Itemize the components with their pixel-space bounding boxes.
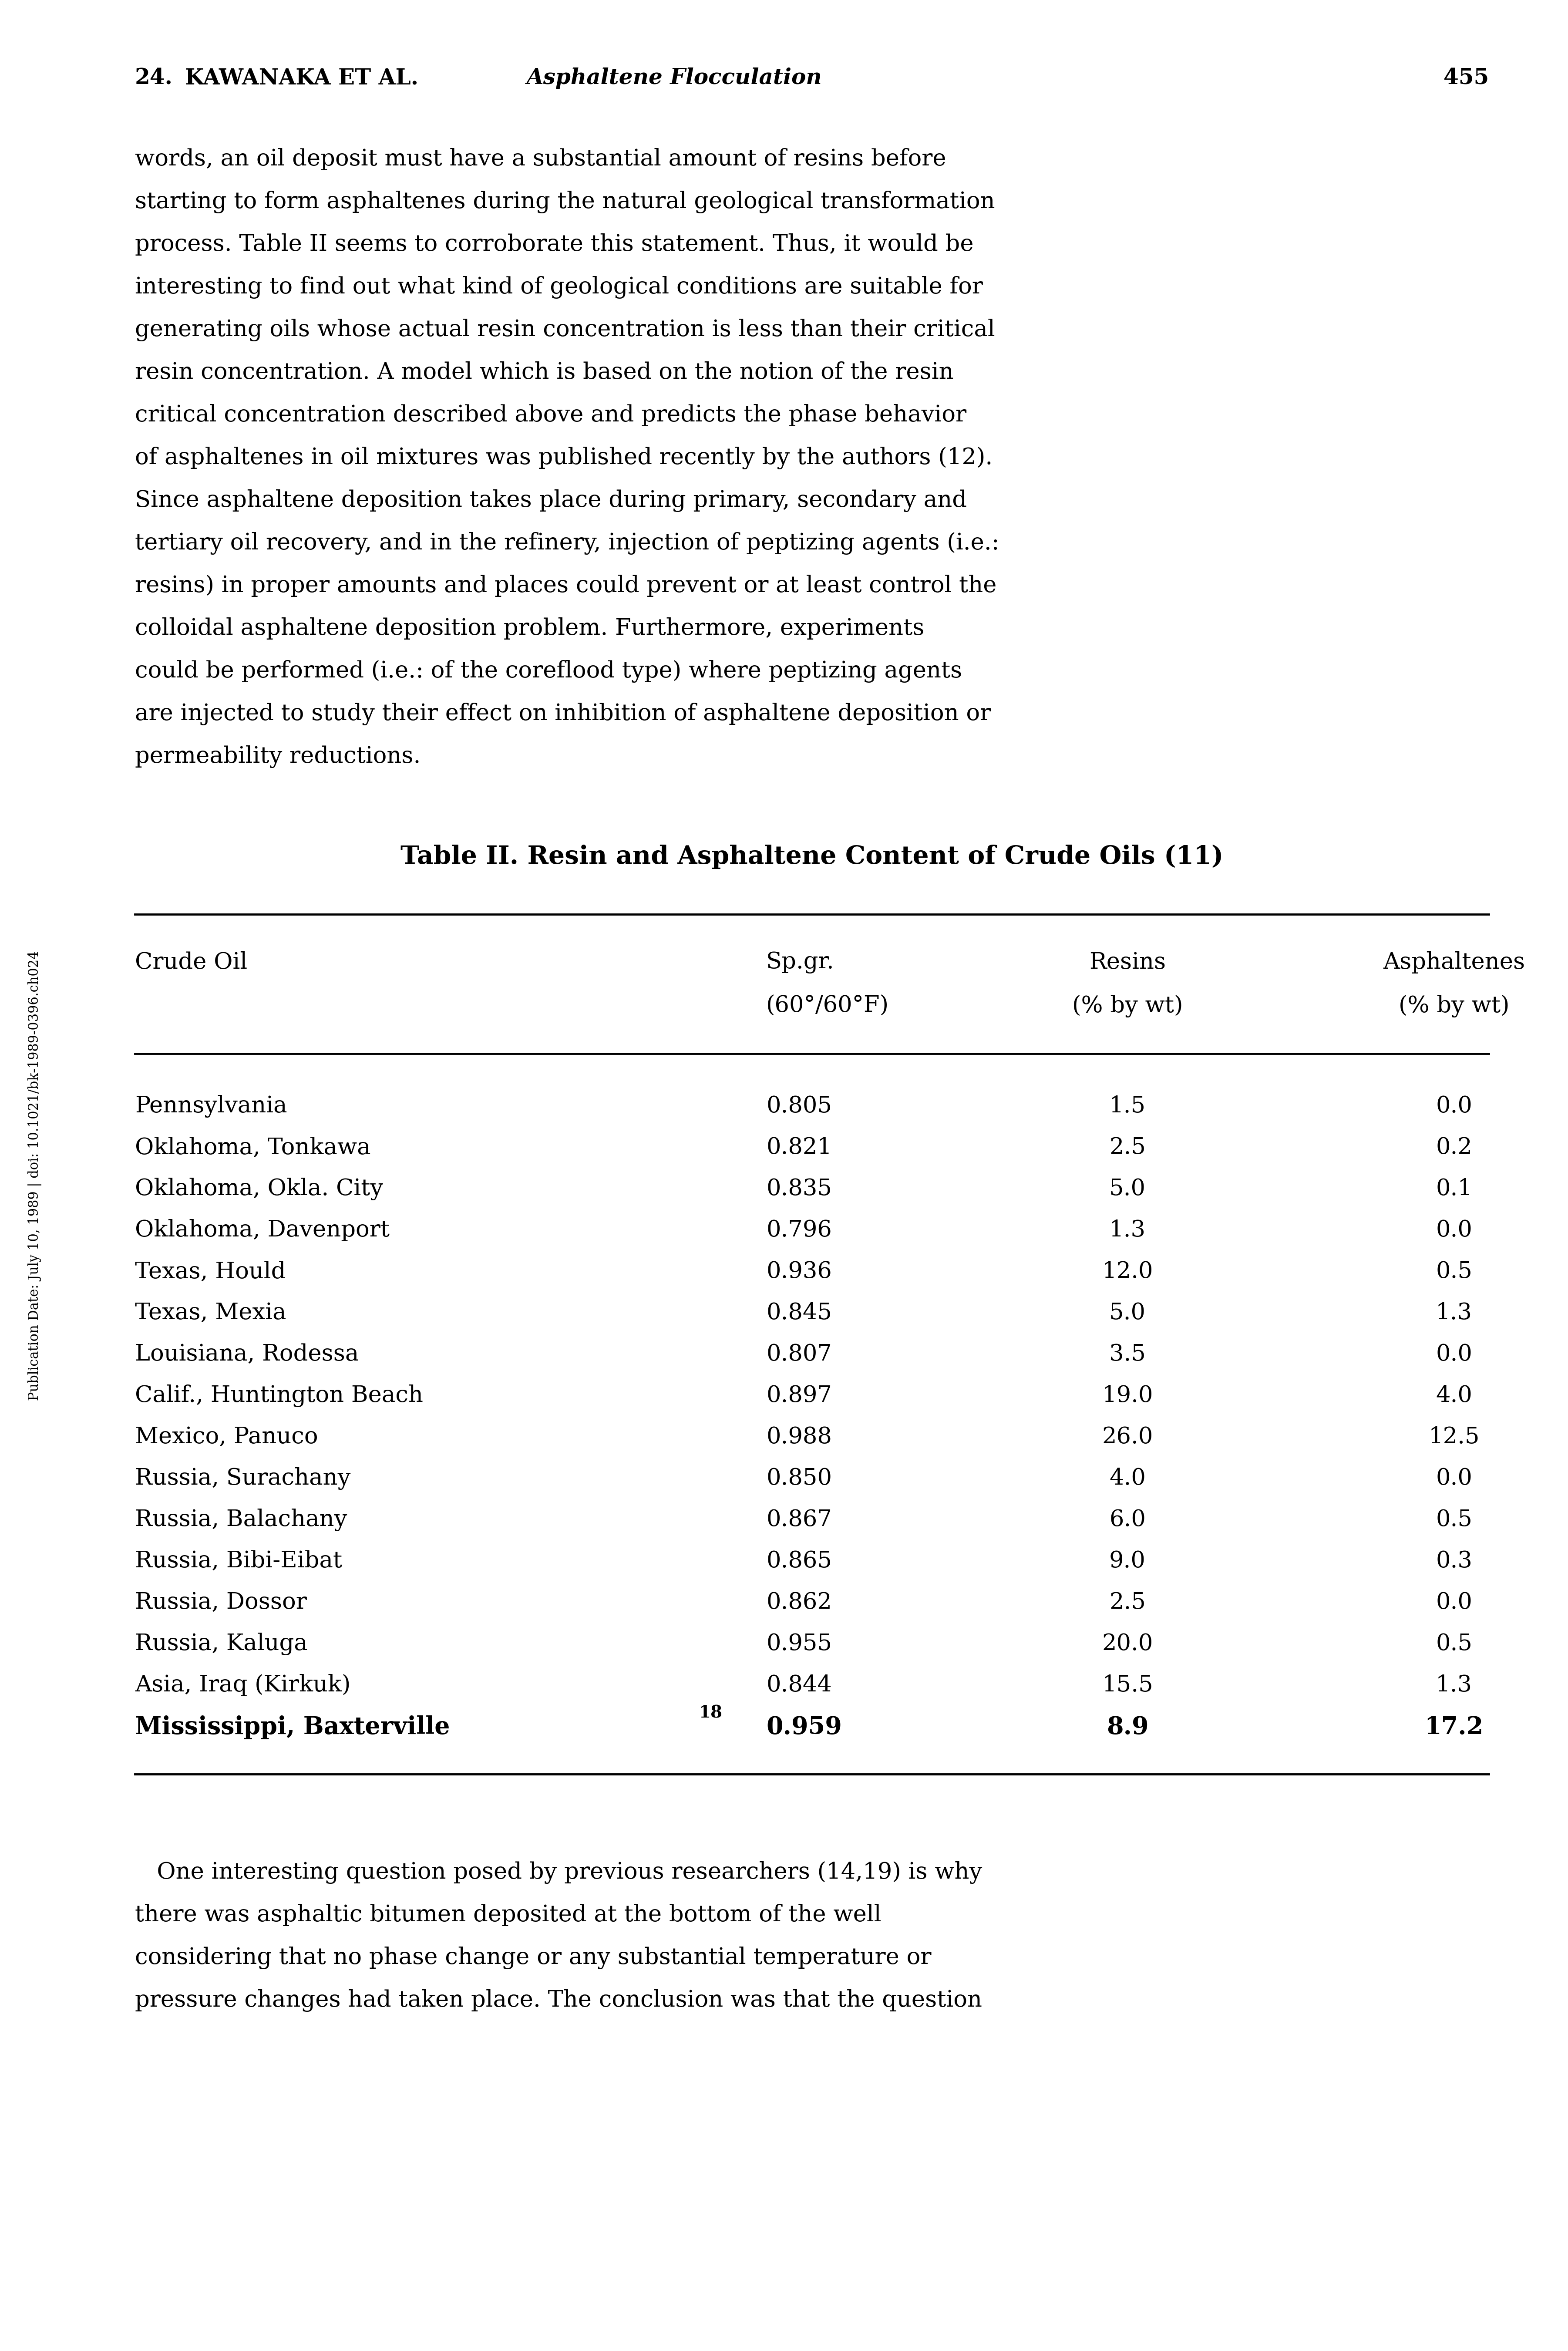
Text: Asphaltene Flocculation: Asphaltene Flocculation xyxy=(527,68,822,89)
Text: 5.0: 5.0 xyxy=(1109,1302,1146,1324)
Text: (% by wt): (% by wt) xyxy=(1399,994,1510,1018)
Text: 0.0: 0.0 xyxy=(1436,1220,1472,1241)
Text: 0.936: 0.936 xyxy=(767,1260,833,1284)
Text: 0.0: 0.0 xyxy=(1436,1342,1472,1366)
Text: Oklahoma, Davenport: Oklahoma, Davenport xyxy=(135,1220,389,1241)
Text: 0.862: 0.862 xyxy=(767,1592,833,1613)
Text: permeability reductions.: permeability reductions. xyxy=(135,745,420,769)
Text: 0.897: 0.897 xyxy=(767,1385,833,1406)
Text: 0.850: 0.850 xyxy=(767,1467,833,1491)
Text: (% by wt): (% by wt) xyxy=(1073,994,1182,1018)
Text: 0.845: 0.845 xyxy=(767,1302,833,1324)
Text: 0.5: 0.5 xyxy=(1436,1260,1472,1284)
Text: 455: 455 xyxy=(1444,68,1488,89)
Text: 15.5: 15.5 xyxy=(1102,1674,1152,1695)
Text: are injected to study their effect on inhibition of asphaltene deposition or: are injected to study their effect on in… xyxy=(135,703,991,726)
Text: KAWANAKA ET AL.: KAWANAKA ET AL. xyxy=(185,68,419,89)
Text: critical concentration described above and predicts the phase behavior: critical concentration described above a… xyxy=(135,404,966,426)
Text: could be performed (i.e.: of the coreflood type) where peptizing agents: could be performed (i.e.: of the coreflo… xyxy=(135,661,963,682)
Text: 20.0: 20.0 xyxy=(1102,1632,1152,1655)
Text: generating oils whose actual resin concentration is less than their critical: generating oils whose actual resin conce… xyxy=(135,320,996,341)
Text: Since asphaltene deposition takes place during primary, secondary and: Since asphaltene deposition takes place … xyxy=(135,489,967,513)
Text: Publication Date: July 10, 1989 | doi: 10.1021/bk-1989-0396.ch024: Publication Date: July 10, 1989 | doi: 1… xyxy=(28,950,42,1401)
Text: Crude Oil: Crude Oil xyxy=(135,952,248,973)
Text: 12.0: 12.0 xyxy=(1102,1260,1152,1284)
Text: 0.805: 0.805 xyxy=(767,1096,833,1117)
Text: 1.3: 1.3 xyxy=(1436,1674,1472,1695)
Text: Calif., Huntington Beach: Calif., Huntington Beach xyxy=(135,1385,423,1408)
Text: Russia, Bibi-Eibat: Russia, Bibi-Eibat xyxy=(135,1549,342,1573)
Text: 12.5: 12.5 xyxy=(1428,1425,1480,1448)
Text: 9.0: 9.0 xyxy=(1109,1549,1146,1573)
Text: 0.835: 0.835 xyxy=(767,1178,833,1199)
Text: Pennsylvania: Pennsylvania xyxy=(135,1096,287,1117)
Text: 17.2: 17.2 xyxy=(1424,1716,1483,1740)
Text: Russia, Kaluga: Russia, Kaluga xyxy=(135,1632,307,1655)
Text: 1.5: 1.5 xyxy=(1109,1096,1146,1117)
Text: Sp.gr.: Sp.gr. xyxy=(767,952,834,973)
Text: 2.5: 2.5 xyxy=(1109,1136,1146,1159)
Text: pressure changes had taken place. The conclusion was that the question: pressure changes had taken place. The co… xyxy=(135,1989,982,2012)
Text: 26.0: 26.0 xyxy=(1102,1425,1152,1448)
Text: Russia, Balachany: Russia, Balachany xyxy=(135,1509,347,1531)
Text: there was asphaltic bitumen deposited at the bottom of the well: there was asphaltic bitumen deposited at… xyxy=(135,1904,881,1925)
Text: 0.0: 0.0 xyxy=(1436,1096,1472,1117)
Text: Russia, Dossor: Russia, Dossor xyxy=(135,1592,307,1613)
Text: Oklahoma, Okla. City: Oklahoma, Okla. City xyxy=(135,1178,383,1201)
Text: 0.955: 0.955 xyxy=(767,1632,833,1655)
Text: Table II. Resin and Asphaltene Content of Crude Oils (11): Table II. Resin and Asphaltene Content o… xyxy=(400,844,1223,870)
Text: 6.0: 6.0 xyxy=(1109,1509,1146,1531)
Text: resin concentration. A model which is based on the notion of the resin: resin concentration. A model which is ba… xyxy=(135,362,953,383)
Text: 0.865: 0.865 xyxy=(767,1549,833,1573)
Text: 0.1: 0.1 xyxy=(1436,1178,1472,1199)
Text: 8.9: 8.9 xyxy=(1107,1716,1148,1740)
Text: Russia, Surachany: Russia, Surachany xyxy=(135,1467,351,1491)
Text: tertiary oil recovery, and in the refinery, injection of peptizing agents (i.e.:: tertiary oil recovery, and in the refine… xyxy=(135,531,999,555)
Text: considering that no phase change or any substantial temperature or: considering that no phase change or any … xyxy=(135,1947,931,1970)
Text: 5.0: 5.0 xyxy=(1109,1178,1146,1199)
Text: Asia, Iraq (Kirkuk): Asia, Iraq (Kirkuk) xyxy=(135,1674,351,1695)
Text: 4.0: 4.0 xyxy=(1436,1385,1472,1406)
Text: 0.807: 0.807 xyxy=(767,1342,833,1366)
Text: 2.5: 2.5 xyxy=(1109,1592,1146,1613)
Text: Texas, Mexia: Texas, Mexia xyxy=(135,1302,287,1324)
Text: interesting to find out what kind of geological conditions are suitable for: interesting to find out what kind of geo… xyxy=(135,275,983,299)
Text: Asphaltenes: Asphaltenes xyxy=(1383,952,1526,973)
Text: Oklahoma, Tonkawa: Oklahoma, Tonkawa xyxy=(135,1136,370,1159)
Text: 0.0: 0.0 xyxy=(1436,1592,1472,1613)
Text: words, an oil deposit must have a substantial amount of resins before: words, an oil deposit must have a substa… xyxy=(135,148,946,169)
Text: Texas, Hould: Texas, Hould xyxy=(135,1260,285,1284)
Text: 1.3: 1.3 xyxy=(1436,1302,1472,1324)
Text: starting to form asphaltenes during the natural geological transformation: starting to form asphaltenes during the … xyxy=(135,190,996,214)
Text: 0.959: 0.959 xyxy=(767,1716,842,1740)
Text: 0.821: 0.821 xyxy=(767,1136,833,1159)
Text: Resins: Resins xyxy=(1090,952,1165,973)
Text: 0.988: 0.988 xyxy=(767,1425,833,1448)
Text: Louisiana, Rodessa: Louisiana, Rodessa xyxy=(135,1342,359,1366)
Text: 24.: 24. xyxy=(135,68,172,89)
Text: 0.844: 0.844 xyxy=(767,1674,833,1695)
Text: process. Table II seems to corroborate this statement. Thus, it would be: process. Table II seems to corroborate t… xyxy=(135,233,974,256)
Text: 0.2: 0.2 xyxy=(1436,1136,1472,1159)
Text: Mississippi, Baxterville: Mississippi, Baxterville xyxy=(135,1716,450,1740)
Text: 1.3: 1.3 xyxy=(1109,1220,1146,1241)
Text: 0.5: 0.5 xyxy=(1436,1632,1472,1655)
Text: 18: 18 xyxy=(699,1704,723,1721)
Text: 19.0: 19.0 xyxy=(1102,1385,1152,1406)
Text: (60°/60°F): (60°/60°F) xyxy=(767,994,889,1018)
Text: 4.0: 4.0 xyxy=(1109,1467,1146,1491)
Text: 3.5: 3.5 xyxy=(1109,1342,1146,1366)
Text: 0.3: 0.3 xyxy=(1436,1549,1472,1573)
Text: Mexico, Panuco: Mexico, Panuco xyxy=(135,1425,318,1448)
Text: of asphaltenes in oil mixtures was published recently by the authors (12).: of asphaltenes in oil mixtures was publi… xyxy=(135,447,993,470)
Text: One interesting question posed by previous researchers (14,19) is why: One interesting question posed by previo… xyxy=(135,1862,982,1883)
Text: 0.5: 0.5 xyxy=(1436,1509,1472,1531)
Text: 0.867: 0.867 xyxy=(767,1509,833,1531)
Text: 0.796: 0.796 xyxy=(767,1220,833,1241)
Text: 0.0: 0.0 xyxy=(1436,1467,1472,1491)
Text: resins) in proper amounts and places could prevent or at least control the: resins) in proper amounts and places cou… xyxy=(135,574,997,597)
Text: colloidal asphaltene deposition problem. Furthermore, experiments: colloidal asphaltene deposition problem.… xyxy=(135,618,924,639)
